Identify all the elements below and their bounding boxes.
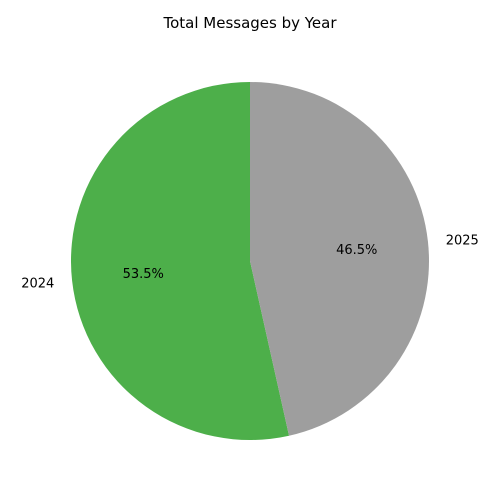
slice-label-2024: 2024: [21, 277, 54, 292]
slice-label-2025: 2025: [446, 233, 479, 248]
pie-slice-2024: [70, 82, 290, 440]
chart-title: Total Messages by Year: [162, 14, 337, 32]
pie-labels: 2024 53.5% 2025 46.5%: [21, 233, 479, 291]
pie-slices: [70, 82, 429, 440]
slice-percent-2024: 53.5%: [123, 267, 164, 282]
slice-percent-2025: 46.5%: [336, 243, 377, 258]
pie-slice-2025: [250, 82, 429, 436]
